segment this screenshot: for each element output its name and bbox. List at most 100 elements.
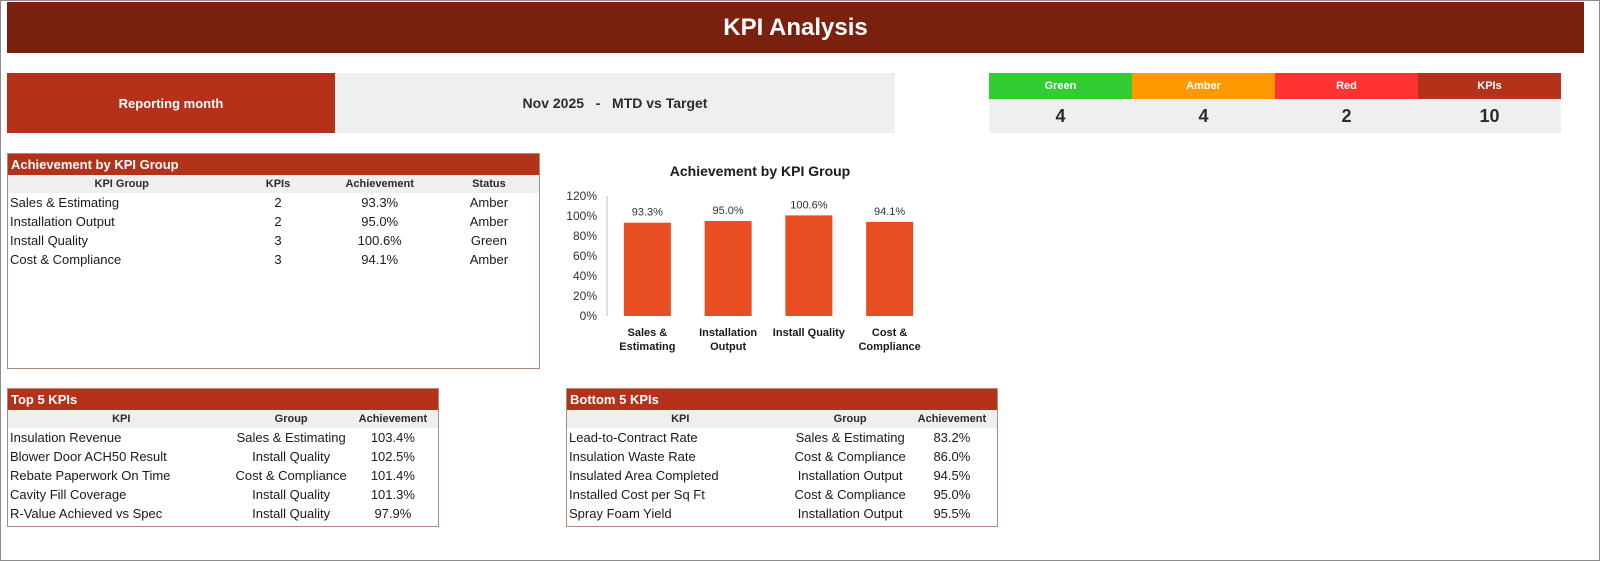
table-cell: Sales & Estimating	[10, 195, 120, 210]
chart-bar	[785, 215, 833, 316]
table-cell: Amber	[469, 252, 509, 267]
y-tick-label: 0%	[580, 309, 598, 323]
table-cell: 97.9%	[374, 506, 412, 521]
column-header: KPI	[8, 410, 235, 428]
table-row: Rebate Paperwork On Time Cost & Complian…	[8, 466, 438, 485]
table-cell: 94.1%	[361, 252, 399, 267]
x-category-label: Output	[710, 341, 746, 353]
table-cell: 93.3%	[361, 195, 399, 210]
table-header-row: KPI Group Achievement	[567, 410, 997, 428]
table-cell: 95.5%	[933, 506, 971, 521]
chart-bar	[623, 222, 671, 316]
table-cell: Cavity Fill Coverage	[10, 487, 127, 502]
table-cell: 95.0%	[933, 487, 971, 502]
table-cell: 103.4%	[370, 430, 415, 445]
table-cell: 86.0%	[933, 449, 971, 464]
y-tick-label: 120%	[566, 189, 597, 203]
x-category-label: Compliance	[858, 341, 920, 353]
table-row: Insulation Waste Rate Cost & Compliance …	[567, 447, 997, 466]
table-row: R-Value Achieved vs Spec Install Quality…	[8, 504, 438, 523]
table-row: Cost & Compliance 3 94.1% Amber	[8, 250, 539, 269]
column-header: KPI	[567, 410, 794, 428]
column-header: Achievement	[347, 410, 438, 428]
table-cell: Cost & Compliance	[794, 487, 906, 502]
bar-data-label: 100.6%	[790, 199, 828, 211]
amber-count-header: Amber	[1132, 73, 1275, 99]
table-cell: Sales & Estimating	[236, 430, 346, 445]
table-cell: Spray Foam Yield	[569, 506, 672, 521]
bar-data-label: 94.1%	[874, 206, 905, 218]
table-cell: Install Quality	[10, 233, 89, 248]
table-cell: Installation Output	[797, 468, 903, 483]
table-cell: Installation Output	[10, 214, 115, 229]
table-cell: 95.0%	[361, 214, 399, 229]
table-cell: 101.3%	[370, 487, 415, 502]
top5-table: KPI Group Achievement Insulation Revenue…	[8, 410, 438, 523]
kpi-count-card: KPIs 10	[1418, 73, 1561, 133]
amber-count-card: Amber 4	[1132, 73, 1275, 133]
bottom5-title: Bottom 5 KPIs	[567, 389, 997, 410]
green-count-header: Green	[989, 73, 1132, 99]
group-achievement-panel: Achievement by KPI Group KPI Group KPIs …	[7, 153, 540, 369]
table-cell: Amber	[469, 214, 509, 229]
table-cell: Cost & Compliance	[235, 468, 347, 483]
y-tick-label: 80%	[573, 229, 597, 243]
column-header: Group	[793, 410, 907, 428]
column-header: Status	[438, 175, 539, 193]
table-cell: Green	[470, 233, 507, 248]
table-cell: R-Value Achieved vs Spec	[10, 506, 163, 521]
table-cell: Install Quality	[252, 487, 331, 502]
column-header: Achievement	[906, 410, 997, 428]
chart-title: Achievement by KPI Group	[670, 163, 850, 179]
group-achievement-title: Achievement by KPI Group	[8, 154, 539, 175]
table-cell: Amber	[469, 195, 509, 210]
x-category-label: Estimating	[619, 341, 675, 353]
table-cell: Insulation Waste Rate	[569, 449, 696, 464]
bottom5-table: KPI Group Achievement Lead-to-Contract R…	[567, 410, 997, 523]
table-cell: 3	[274, 252, 282, 267]
column-header: KPIs	[235, 175, 321, 193]
green-count-card: Green 4	[989, 73, 1132, 133]
x-category-label: Installation	[699, 327, 757, 339]
table-cell: 102.5%	[370, 449, 415, 464]
top5-title: Top 5 KPIs	[8, 389, 438, 410]
table-cell: Installation Output	[797, 506, 903, 521]
chart-bar	[866, 221, 914, 316]
red-count-card: Red 2	[1275, 73, 1418, 133]
y-tick-label: 20%	[573, 289, 597, 303]
table-cell: Insulated Area Completed	[569, 468, 719, 483]
table-row: Cavity Fill Coverage Install Quality 101…	[8, 485, 438, 504]
table-row: Installation Output 2 95.0% Amber	[8, 212, 539, 231]
table-cell: Cost & Compliance	[10, 252, 122, 267]
table-cell: 2	[274, 214, 282, 229]
table-cell: 3	[274, 233, 282, 248]
table-row: Insulation Revenue Sales & Estimating 10…	[8, 428, 438, 447]
bottom5-panel: Bottom 5 KPIs KPI Group Achievement Lead…	[566, 388, 998, 527]
table-cell: Sales & Estimating	[795, 430, 905, 445]
table-cell: 101.4%	[370, 468, 415, 483]
y-tick-label: 60%	[573, 249, 597, 263]
table-cell: Install Quality	[252, 506, 331, 521]
bar-data-label: 93.3%	[632, 207, 663, 219]
reporting-month-value[interactable]: Nov 2025 - MTD vs Target	[335, 73, 895, 133]
top5-panel: Top 5 KPIs KPI Group Achievement Insulat…	[7, 388, 439, 527]
table-cell: Cost & Compliance	[794, 449, 906, 464]
table-row: Spray Foam Yield Installation Output 95.…	[567, 504, 997, 523]
y-tick-label: 100%	[566, 209, 597, 223]
table-row: Install Quality 3 100.6% Green	[8, 231, 539, 250]
table-cell: 83.2%	[933, 430, 971, 445]
achievement-bar-chart: Achievement by KPI Group 0% 20% 40% 60% 80% 1…	[566, 163, 921, 353]
table-cell: Blower Door ACH50 Result	[10, 449, 167, 464]
bar-data-label: 95.0%	[713, 205, 744, 217]
table-row: Insulated Area Completed Installation Ou…	[567, 466, 997, 485]
chart-bar	[704, 221, 752, 316]
table-cell: Installed Cost per Sq Ft	[569, 487, 705, 502]
green-count-value: 4	[989, 99, 1132, 133]
red-count-header: Red	[1275, 73, 1418, 99]
column-header: Achievement	[320, 175, 439, 193]
kpi-count-header: KPIs	[1418, 73, 1561, 99]
table-row: Installed Cost per Sq Ft Cost & Complian…	[567, 485, 997, 504]
red-count-value: 2	[1275, 99, 1418, 133]
table-cell: 2	[274, 195, 282, 210]
x-category-label: Sales &	[628, 327, 668, 339]
